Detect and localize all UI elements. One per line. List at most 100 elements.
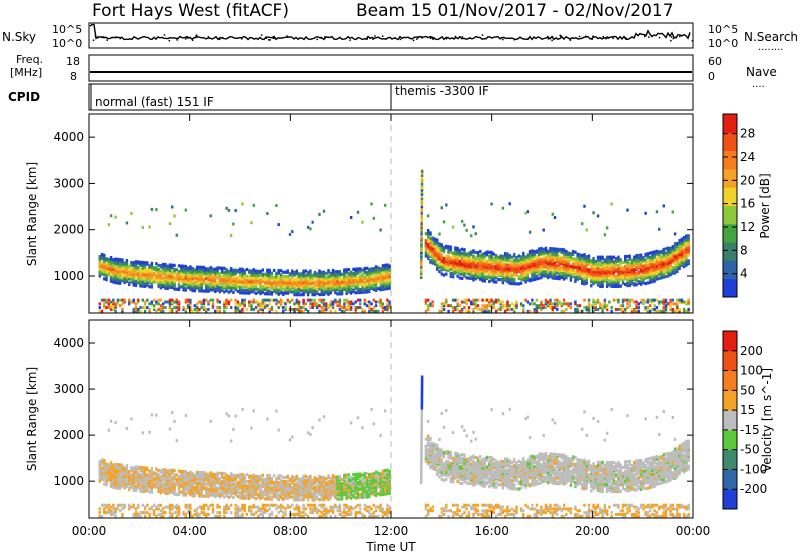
- power-clutter-cell: [107, 306, 111, 310]
- ytick-label: 3000: [53, 176, 84, 190]
- velocity-clutter-cell: [114, 511, 117, 515]
- power-cell: [325, 276, 328, 280]
- velocity-clutter-cell: [121, 514, 124, 518]
- power-streak-cell: [420, 225, 423, 229]
- power-cell: [134, 260, 138, 264]
- power-clutter-cell: [608, 300, 611, 304]
- power-clutter-cell: [551, 302, 554, 306]
- power-cell: [116, 264, 120, 268]
- velocity-clutter-cell: [103, 511, 106, 515]
- power-cell: [617, 263, 620, 268]
- power-cell: [152, 271, 156, 275]
- power-cell: [189, 286, 192, 290]
- power-cell: [522, 271, 525, 275]
- power-cell: [635, 277, 638, 281]
- power-clutter-cell: [202, 298, 206, 302]
- power-cell: [125, 267, 129, 271]
- power-clutter-cell: [644, 307, 647, 311]
- power-cell: [472, 274, 475, 278]
- colorbar-swatch: [723, 150, 737, 170]
- power-clutter-cell: [648, 309, 652, 313]
- power-cell: [590, 284, 593, 288]
- power-cell: [608, 258, 611, 262]
- power-cell: [282, 283, 285, 287]
- power-cell: [424, 239, 428, 243]
- velocity-clutter-cell: [112, 512, 115, 516]
- power-clutter-cell: [356, 298, 360, 302]
- power-cell: [270, 271, 274, 275]
- noise-search-dot: [674, 36, 677, 39]
- power-clutter-cell: [225, 306, 228, 310]
- power-cell: [510, 279, 514, 283]
- noise-search-dot: [265, 37, 268, 40]
- power-cell: [209, 266, 212, 270]
- power-cell: [585, 275, 588, 280]
- power-clutter-cell: [635, 306, 638, 310]
- power-cell: [159, 283, 163, 287]
- power-sparse-cell: [318, 212, 321, 216]
- power-clutter-cell: [171, 309, 174, 313]
- power-cell: [624, 264, 627, 268]
- power-cell: [198, 265, 201, 269]
- beam-date-title: Beam 15 01/Nov/2017 - 02/Nov/2017: [356, 1, 674, 21]
- power-cell: [318, 269, 321, 273]
- power-cell: [361, 276, 364, 280]
- power-cell: [445, 272, 448, 276]
- power-cell: [571, 270, 575, 275]
- noise-search-dot: [606, 36, 609, 38]
- power-sparse-cell: [322, 209, 326, 213]
- power-cell: [558, 247, 561, 252]
- power-clutter-cell: [658, 302, 661, 306]
- power-cell: [148, 278, 151, 282]
- power-clutter-cell: [114, 309, 117, 313]
- power-clutter-cell: [109, 304, 113, 308]
- power-clutter-cell: [621, 298, 625, 302]
- velocity-clutter-cell: [159, 514, 163, 518]
- power-clutter-cell: [334, 309, 337, 313]
- power-clutter-cell: [356, 306, 360, 310]
- power-sparse-cell: [370, 202, 373, 206]
- power-cell: [549, 272, 552, 276]
- power-clutter-cell: [159, 307, 163, 311]
- power-clutter-cell: [388, 306, 391, 310]
- power-cell: [368, 288, 371, 292]
- power-cell: [184, 273, 188, 277]
- noise-search-dot: [394, 37, 397, 39]
- power-cell: [680, 237, 684, 241]
- power-cell: [261, 285, 265, 289]
- velocity-data-layer: [98, 375, 690, 518]
- power-cell: [327, 269, 330, 273]
- power-clutter-cell: [485, 306, 489, 310]
- power-cell: [152, 266, 156, 270]
- power-cell: [146, 282, 149, 286]
- power-streak-cell: [420, 217, 423, 221]
- power-cell: [648, 272, 652, 276]
- power-sparse-cell: [626, 208, 629, 212]
- station-title: Fort Hays West (fitACF): [92, 1, 289, 21]
- power-cell: [340, 289, 344, 293]
- power-clutter-cell: [112, 298, 115, 302]
- power-clutter-cell: [540, 306, 543, 310]
- power-cell: [614, 283, 618, 287]
- power-clutter-cell: [164, 306, 167, 310]
- power-cell: [329, 291, 332, 295]
- power-clutter-cell: [359, 298, 362, 302]
- power-cell: [680, 247, 684, 251]
- power-sparse-cell: [472, 225, 475, 229]
- power-clutter-cell: [112, 300, 115, 304]
- power-cell: [614, 257, 618, 261]
- power-cell: [608, 266, 611, 270]
- power-clutter-cell: [642, 302, 645, 306]
- power-clutter-cell: [302, 306, 305, 310]
- power-cell: [268, 289, 271, 293]
- power-clutter-cell: [103, 306, 106, 310]
- power-clutter-cell: [313, 298, 317, 302]
- velocity-cell: [103, 475, 106, 479]
- velocity-clutter-cell: [152, 509, 156, 513]
- power-cell: [472, 261, 475, 265]
- power-cell: [587, 259, 591, 264]
- power-clutter-cell: [316, 302, 319, 306]
- power-clutter-cell: [565, 302, 568, 306]
- noise-search-dot: [461, 36, 464, 38]
- power-clutter-cell: [171, 298, 174, 302]
